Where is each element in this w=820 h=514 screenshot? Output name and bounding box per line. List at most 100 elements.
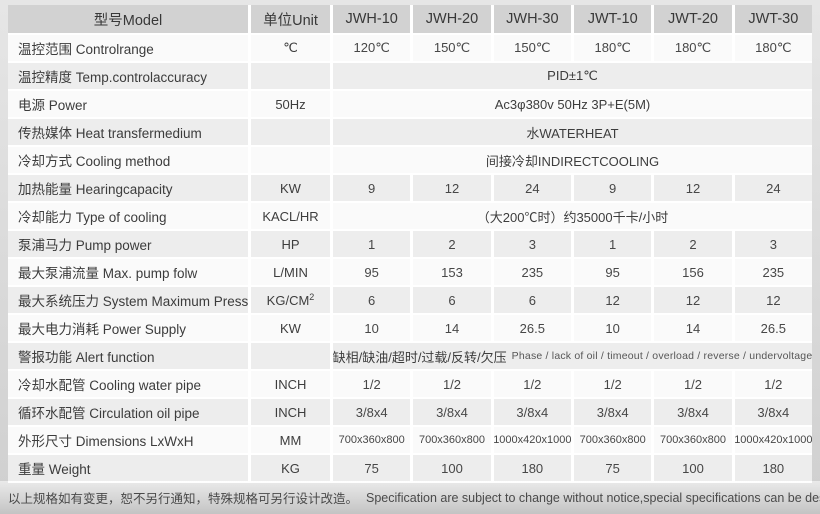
spec-value: 1/2 [493,371,571,397]
table-row: 最大泵浦流量 Max. pump folw L/MIN 95 153 235 95 156 2… [8,259,812,285]
spec-value: 153 [413,259,491,285]
table-header-row: 型号Model 单位Unit JWH-10 JWH-20 JWH-30 JWT-10 JWT… [8,5,812,33]
spec-value: 700x360x800 [333,427,411,453]
alert-functions-en: Phase / lack of oil / timeout / overload… [511,350,812,362]
spec-label: 重量 Weight [8,455,248,481]
spec-value: 1/2 [734,371,812,397]
spec-label: 冷却方式 Cooling method [8,147,248,173]
spec-unit: INCH [251,371,330,397]
spec-value: 26.5 [493,315,571,341]
spec-value: 75 [574,455,652,481]
spec-unit [251,343,330,369]
table-row: 传热媒体 Heat transfermedium 水WATERHEAT [8,119,812,145]
table-row: 重量 Weight KG 75 100 180 75 100 180 [8,455,812,481]
spec-value: 9 [574,175,652,201]
spec-value: 3/8x4 [734,399,812,425]
table-row: 温控精度 Temp.controlaccuracy PID±1℃ [8,63,812,89]
spec-value: 6 [493,287,571,313]
spec-unit: KW [251,315,330,341]
spec-value: 1/2 [574,371,652,397]
table-row: 泵浦马力 Pump power HP 1 2 3 1 2 3 [8,231,812,257]
spec-value: 180 [493,455,571,481]
spec-value: 3/8x4 [654,399,732,425]
spec-value: 1/2 [333,371,411,397]
spec-value: 24 [734,175,812,201]
footer-note: 以上规格如有变更，恕不另行通知，特殊规格可另行设计改造。 Specificati… [0,481,820,514]
table-row: 温控范围 Controlrange ℃ 120℃ 150℃ 150℃ 180℃ 180℃ 18… [8,35,812,61]
spec-label: 冷却水配管 Cooling water pipe [8,371,248,397]
spec-value: 700x360x800 [574,427,652,453]
table-row: 循环水配管 Circulation oil pipe INCH 3/8x4 3/8x4… [8,399,812,425]
spec-label: 冷却能力 Type of cooling [8,203,248,229]
header-model-jwt-30: JWT-30 [734,5,812,33]
spec-label: 最大电力消耗 Power Supply [8,315,248,341]
spec-value: 3/8x4 [413,399,491,425]
header-model-jwt-20: JWT-20 [654,5,732,33]
table-row: 电源 Power 50Hz Ac3φ380v 50Hz 3P+E(5M) [8,91,812,117]
spec-value: 3 [734,231,812,257]
spec-unit [251,63,330,89]
spec-value: 100 [654,455,732,481]
spec-value: 180℃ [734,35,812,61]
spec-value: 100 [413,455,491,481]
spec-unit [251,119,330,145]
table-row: 最大系统压力 System Maximum Pressure KG/CM 2 6 6 6 1… [8,287,812,313]
spec-label: 传热媒体 Heat transfermedium [8,119,248,145]
spec-value: 14 [654,315,732,341]
table-row: 外形尺寸 Dimensions LxWxH MM 700x360x800 700x36… [8,427,812,453]
spec-unit: MM [251,427,330,453]
header-model-column: 型号Model [8,5,248,33]
spec-value: 6 [333,287,411,313]
header-model-jwt-10: JWT-10 [574,5,652,33]
header-model-jwh-20: JWH-20 [413,5,491,33]
spec-value: 700x360x800 [654,427,732,453]
spec-label: 温控范围 Controlrange [8,35,248,61]
spec-value: 1 [333,231,411,257]
spec-unit: KACL/HR [251,203,330,229]
spec-value: 2 [413,231,491,257]
spec-label: 加热能量 Hearingcapacity [8,175,248,201]
spec-value: 10 [333,315,411,341]
spec-value: 120℃ [333,35,411,61]
spec-value: 3/8x4 [574,399,652,425]
spec-table: 型号Model 单位Unit JWH-10 JWH-20 JWH-30 JWT-10 JWT… [8,5,812,483]
spec-value: 1000x420x1000 [734,427,812,453]
spec-value: 24 [493,175,571,201]
spec-label: 温控精度 Temp.controlaccuracy [8,63,248,89]
header-model-jwh-30: JWH-30 [493,5,571,33]
spec-value: 235 [734,259,812,285]
spec-label: 泵浦马力 Pump power [8,231,248,257]
spec-value: 14 [413,315,491,341]
spec-value: 3/8x4 [493,399,571,425]
spec-value: 180℃ [574,35,652,61]
spec-value: 150℃ [493,35,571,61]
table-row: 冷却水配管 Cooling water pipe INCH 1/2 1/2 1/2 1/2… [8,371,812,397]
spec-label: 外形尺寸 Dimensions LxWxH [8,427,248,453]
spec-value: 95 [574,259,652,285]
spec-value: 10 [574,315,652,341]
spec-value: 3/8x4 [333,399,411,425]
spec-label: 警报功能 Alert function [8,343,248,369]
spec-unit: HP [251,231,330,257]
spec-value: 156 [654,259,732,285]
footer-note-en: Specification are subject to change with… [366,490,820,505]
spec-value: 6 [413,287,491,313]
spec-value: 2 [654,231,732,257]
header-unit-column: 单位Unit [251,5,330,33]
spec-value: 180 [734,455,812,481]
table-row: 加热能量 Hearingcapacity KW 9 12 24 9 12 24 [8,175,812,201]
spec-value: 700x360x800 [413,427,491,453]
spec-label: 循环水配管 Circulation oil pipe [8,399,248,425]
footer-note-cn: 以上规格如有变更，恕不另行通知，特殊规格可另行设计改造。 [8,492,359,506]
spec-span-value: 间接冷却INDIRECTCOOLING [333,147,812,173]
spec-value: 180℃ [654,35,732,61]
spec-value: 12 [574,287,652,313]
spec-value: 75 [333,455,411,481]
spec-value: 3 [493,231,571,257]
spec-value: 12 [654,175,732,201]
spec-unit: KG/CM 2 [251,287,330,313]
table-body: 温控范围 Controlrange ℃ 120℃ 150℃ 150℃ 180℃ 180℃ 18… [8,35,812,481]
spec-value: 26.5 [734,315,812,341]
spec-value: 1/2 [413,371,491,397]
spec-label: 最大系统压力 System Maximum Pressure [8,287,248,313]
